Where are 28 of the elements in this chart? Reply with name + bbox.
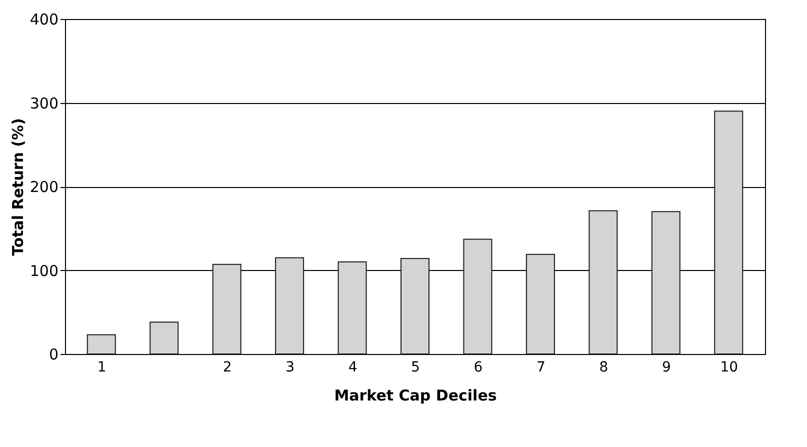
y-axis-title: Total Return (%)	[8, 118, 27, 256]
x-tick-label: 2	[222, 360, 232, 376]
y-tick-label: 100	[30, 262, 58, 280]
x-tick-label: 5	[411, 360, 420, 376]
bar	[400, 258, 430, 354]
bar	[526, 254, 555, 354]
x-tick-label: 10	[720, 360, 738, 376]
x-axis-title: Market Cap Deciles	[334, 386, 497, 404]
bar	[86, 334, 116, 354]
y-tick-label: 200	[30, 178, 58, 196]
bar	[651, 211, 680, 354]
bar	[212, 264, 242, 354]
y-tick-label: 0	[48, 346, 58, 364]
x-tick-label: 6	[474, 360, 483, 376]
x-tick-label: 7	[536, 360, 546, 376]
y-tick-label: 300	[30, 94, 58, 112]
x-tick-label: 3	[286, 360, 295, 376]
bar	[463, 238, 492, 354]
x-tick-label: 9	[662, 360, 671, 376]
x-tick-label: 1	[97, 360, 106, 376]
bar	[714, 110, 744, 354]
y-tick-label: 400	[30, 10, 58, 28]
bar	[150, 322, 179, 354]
x-tick-label: 8	[599, 360, 608, 376]
bar	[275, 257, 304, 354]
bar	[338, 261, 367, 354]
bar	[588, 210, 618, 354]
x-tick-label: 4	[348, 360, 358, 376]
